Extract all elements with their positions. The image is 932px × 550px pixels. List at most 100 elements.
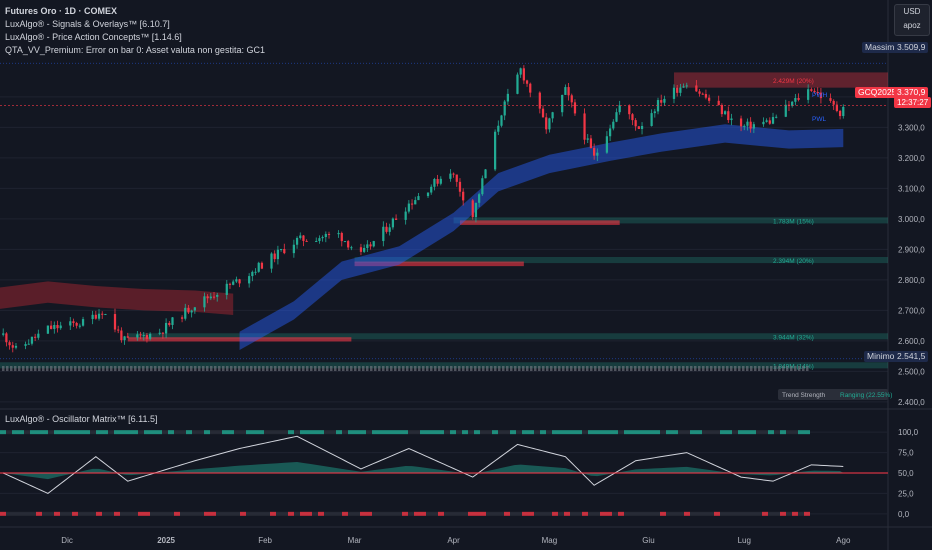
- oscillator-legend[interactable]: LuxAlgo® - Oscillator Matrix™ [6.11.5]: [5, 414, 158, 424]
- osc-bottom-strip: [150, 511, 156, 516]
- osc-bottom-strip: [288, 511, 294, 516]
- signal-strip-cell: [614, 366, 617, 371]
- candle-body: [5, 333, 8, 343]
- candle-body: [187, 307, 190, 313]
- osc-bottom-strip: [672, 511, 678, 516]
- signal-strip-cell: [654, 366, 657, 371]
- osc-bottom-strip: [354, 511, 360, 516]
- osc-bottom-strip: [678, 511, 684, 516]
- candle-body: [184, 307, 187, 319]
- signal-strip-cell: [138, 366, 141, 371]
- signal-strip-cell: [94, 366, 97, 371]
- candle-body: [394, 218, 398, 220]
- signal-strip-cell: [286, 366, 289, 371]
- osc-bottom-strip: [732, 511, 738, 516]
- osc-top-strip: [336, 430, 342, 435]
- currency-button[interactable]: USD apoz: [894, 4, 930, 36]
- candle-body: [436, 179, 439, 184]
- candle-body: [343, 241, 347, 243]
- symbol-title[interactable]: Futures Oro · 1D · COMEX: [5, 6, 118, 16]
- candle-body: [161, 332, 165, 334]
- osc-bottom-strip: [144, 511, 150, 516]
- candle-body: [248, 276, 251, 284]
- candle-body: [573, 102, 577, 114]
- osc-bottom-strip: [612, 511, 618, 516]
- osc-bottom-strip: [798, 511, 804, 516]
- osc-top-strip: [660, 430, 666, 435]
- signal-strip-cell: [694, 366, 697, 371]
- osc-bottom-strip: [576, 511, 582, 516]
- signal-strip-cell: [726, 366, 729, 371]
- osc-bottom-strip: [600, 511, 606, 516]
- osc-bottom-strip: [342, 511, 348, 516]
- osc-bottom-strip: [234, 511, 240, 516]
- candle-body: [37, 333, 40, 338]
- osc-top-strip: [684, 430, 690, 435]
- candle-body: [430, 186, 433, 193]
- osc-bottom-strip: [714, 511, 720, 516]
- indicator-1[interactable]: LuxAlgo® - Signals & Overlays™ [6.10.7]: [5, 19, 170, 29]
- osc-top-strip: [204, 430, 210, 435]
- signal-strip-cell: [710, 366, 713, 371]
- osc-top-strip: [426, 430, 432, 435]
- indicator-3[interactable]: QTA_VV_Premium: Error on bar 0: Asset va…: [5, 45, 265, 55]
- time-tick-label: Feb: [258, 536, 272, 545]
- osc-bottom-strip: [450, 511, 456, 516]
- signal-strip-cell: [38, 366, 41, 371]
- osc-bottom-strip: [84, 511, 90, 516]
- candle-body: [628, 105, 631, 115]
- signal-strip-cell: [14, 366, 17, 371]
- osc-bottom-strip: [558, 511, 564, 516]
- signal-strip-cell: [554, 366, 557, 371]
- osc-top-strip: [90, 430, 96, 435]
- osc-top-strip: [726, 430, 732, 435]
- osc-bottom-strip: [756, 511, 762, 516]
- osc-bottom-strip: [372, 511, 378, 516]
- candle-body: [842, 106, 845, 117]
- candle-body: [771, 117, 775, 124]
- candle-body: [695, 85, 698, 92]
- candle-body: [656, 100, 660, 112]
- zones: [0, 72, 889, 369]
- candle-body: [142, 335, 145, 337]
- signal-strip-cell: [30, 366, 33, 371]
- osc-bottom-strip: [168, 511, 174, 516]
- osc-bottom-strip: [66, 511, 72, 516]
- signal-strip-cell: [498, 366, 501, 371]
- candle-body: [168, 322, 171, 325]
- candle-body: [72, 321, 75, 323]
- osc-top-strip: [42, 430, 48, 435]
- signal-strip-cell: [198, 366, 201, 371]
- signal-strip-cell: [630, 366, 633, 371]
- osc-tick-label: 100,0: [898, 428, 919, 437]
- candle-body: [120, 330, 123, 341]
- candle-body: [11, 345, 14, 348]
- osc-top-strip: [558, 430, 564, 435]
- signal-strip-cell: [82, 366, 85, 371]
- candle-body: [324, 233, 327, 238]
- indicator-2[interactable]: LuxAlgo® - Price Action Concepts™ [1.14.…: [5, 32, 182, 42]
- signal-strip-cell: [662, 366, 665, 371]
- osc-top-strip: [216, 430, 222, 435]
- osc-top-strip: [378, 430, 384, 435]
- osc-bottom-strip: [294, 511, 300, 516]
- osc-top-strip: [48, 430, 54, 435]
- osc-top-strip: [762, 430, 768, 435]
- price-tick-label: 3.200,0: [898, 154, 925, 163]
- osc-bottom-strip: [396, 511, 402, 516]
- osc-bottom-strip: [108, 511, 114, 516]
- osc-bottom-strip: [402, 511, 408, 516]
- osc-bottom-strip: [204, 511, 210, 516]
- signal-strip-cell: [170, 366, 173, 371]
- osc-top-strip: [402, 430, 408, 435]
- osc-bottom-strip: [156, 511, 162, 516]
- signal-strip-cell: [422, 366, 425, 371]
- level-label-3944: 3.944M (32%): [773, 334, 814, 341]
- signal-strip-cell: [74, 366, 77, 371]
- candle-body: [91, 314, 94, 320]
- osc-top-strip: [288, 430, 294, 435]
- osc-top-strip: [114, 430, 120, 435]
- candle-body: [541, 108, 545, 118]
- candle-body: [458, 181, 462, 192]
